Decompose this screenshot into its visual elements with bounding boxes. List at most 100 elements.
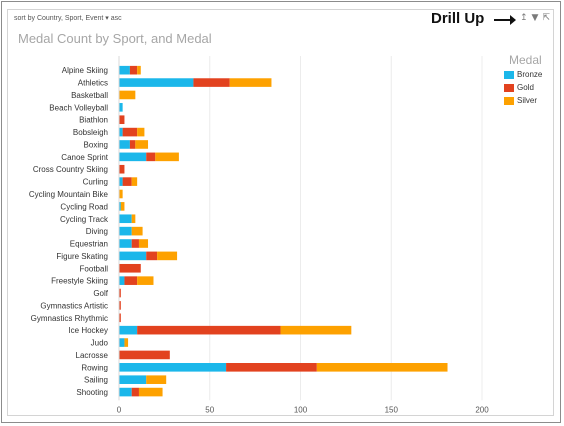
y-category-label: Boxing bbox=[84, 140, 108, 149]
x-tick-label: 0 bbox=[117, 405, 122, 414]
y-category-label: Bobsleigh bbox=[73, 128, 108, 137]
legend-swatch-gold bbox=[504, 83, 514, 92]
y-category-label: Lacrosse bbox=[76, 351, 109, 360]
bar-segment-gold[interactable] bbox=[119, 288, 121, 298]
y-category-label: Ice Hockey bbox=[68, 326, 108, 335]
y-category-label: Curling bbox=[83, 178, 108, 187]
bar-segment-bronze[interactable] bbox=[119, 239, 132, 248]
y-category-label: Diving bbox=[86, 227, 108, 236]
bar-segment-silver[interactable] bbox=[119, 90, 136, 100]
bar-segment-bronze[interactable] bbox=[119, 78, 194, 87]
bar-segment-silver[interactable] bbox=[120, 202, 125, 211]
legend-swatch-bronze bbox=[504, 70, 514, 79]
bar-segment-gold[interactable] bbox=[131, 387, 139, 397]
bar-segment-gold[interactable] bbox=[146, 251, 158, 261]
x-tick-label: 150 bbox=[385, 405, 399, 414]
bar-segment-silver[interactable] bbox=[135, 140, 149, 149]
bar-segment-bronze[interactable] bbox=[119, 375, 147, 384]
bar-segment-gold[interactable] bbox=[122, 177, 132, 186]
bar-segment-bronze[interactable] bbox=[119, 177, 123, 186]
legend-label-silver: Silver bbox=[517, 96, 538, 105]
bar-segment-bronze[interactable] bbox=[119, 226, 132, 236]
y-category-label: Gymnastics Rhythmic bbox=[31, 314, 108, 323]
y-category-label: Cycling Track bbox=[60, 215, 109, 224]
bar-segment-gold[interactable] bbox=[119, 115, 125, 125]
bar-segment-gold[interactable] bbox=[119, 301, 121, 310]
bar-segment-silver[interactable] bbox=[131, 177, 138, 186]
bar-segment-silver[interactable] bbox=[131, 226, 143, 236]
bar-segment-gold[interactable] bbox=[119, 350, 170, 360]
y-category-label: Figure Skating bbox=[56, 252, 108, 261]
bar-segment-bronze[interactable] bbox=[119, 140, 130, 149]
legend-swatch-silver bbox=[504, 96, 514, 105]
bar-segment-silver[interactable] bbox=[138, 387, 163, 397]
drill-up-icon[interactable]: ↥ bbox=[520, 13, 528, 23]
y-category-label: Gymnastics Artistic bbox=[40, 301, 108, 310]
y-category-label: Football bbox=[80, 264, 109, 273]
bar-segment-silver[interactable] bbox=[119, 189, 123, 199]
y-category-label: Sailing bbox=[84, 376, 108, 385]
bar-segment-bronze[interactable] bbox=[119, 202, 121, 211]
bar-segment-bronze[interactable] bbox=[119, 127, 123, 137]
y-category-label: Athletics bbox=[78, 79, 108, 88]
chart-panel bbox=[7, 9, 554, 416]
bar-segment-silver[interactable] bbox=[124, 338, 129, 347]
y-category-label: Cross Country Skiing bbox=[33, 165, 108, 174]
y-category-label: Canoe Sprint bbox=[61, 153, 108, 162]
bar-segment-bronze[interactable] bbox=[119, 65, 130, 75]
bar-segment-silver[interactable] bbox=[131, 214, 136, 224]
legend-title: Medal bbox=[509, 53, 542, 67]
filter-icon[interactable]: ▼ bbox=[531, 13, 539, 23]
bar-segment-silver[interactable] bbox=[138, 239, 149, 248]
bar-segment-silver[interactable] bbox=[316, 363, 448, 372]
bar-segment-gold[interactable] bbox=[122, 127, 138, 137]
bar-segment-gold[interactable] bbox=[124, 276, 138, 285]
legend-item-gold[interactable]: Gold bbox=[504, 83, 534, 92]
x-tick-label: 100 bbox=[294, 405, 308, 414]
bar-segment-gold[interactable] bbox=[226, 363, 317, 372]
bar-segment-silver[interactable] bbox=[137, 276, 154, 285]
chart-title: Medal Count by Sport, and Medal bbox=[18, 31, 212, 46]
bar-segment-bronze[interactable] bbox=[119, 363, 227, 372]
bar-segment-gold[interactable] bbox=[119, 263, 141, 273]
bar-segment-bronze[interactable] bbox=[119, 338, 125, 347]
y-category-label: Alpine Skiing bbox=[62, 66, 108, 75]
legend-label-bronze: Bronze bbox=[517, 70, 543, 79]
bar-segment-gold[interactable] bbox=[146, 152, 156, 162]
y-category-label: Cycling Mountain Bike bbox=[29, 190, 109, 199]
x-tick-label: 200 bbox=[475, 405, 489, 414]
y-category-label: Judo bbox=[91, 339, 109, 348]
bar-segment-gold[interactable] bbox=[119, 313, 121, 323]
bar-segment-silver[interactable] bbox=[137, 127, 145, 137]
bar-segment-silver[interactable] bbox=[229, 78, 272, 87]
legend-item-silver[interactable]: Silver bbox=[504, 96, 537, 105]
legend-label-gold: Gold bbox=[517, 83, 534, 92]
sort-by-control[interactable]: sort by Country, Sport, Event ▾ asc bbox=[14, 15, 122, 22]
bar-segment-gold[interactable] bbox=[129, 65, 138, 75]
bar-segment-bronze[interactable] bbox=[119, 251, 147, 261]
bar-segment-gold[interactable] bbox=[193, 78, 230, 87]
bar-segment-bronze[interactable] bbox=[119, 152, 147, 162]
bar-segment-silver[interactable] bbox=[280, 325, 352, 335]
y-category-label: Equestrian bbox=[70, 240, 108, 249]
bar-segment-bronze[interactable] bbox=[119, 276, 125, 285]
bar-segment-silver[interactable] bbox=[146, 375, 167, 384]
bar-segment-bronze[interactable] bbox=[119, 214, 132, 224]
bar-segment-gold[interactable] bbox=[137, 325, 281, 335]
x-tick-label: 50 bbox=[205, 405, 214, 414]
y-category-label: Cycling Road bbox=[60, 202, 108, 211]
y-category-label: Basketball bbox=[71, 91, 108, 100]
bar-segment-silver[interactable] bbox=[157, 251, 178, 261]
expand-icon[interactable]: ⇱ bbox=[542, 13, 551, 23]
bar-segment-gold[interactable] bbox=[131, 239, 139, 248]
bar-segment-silver[interactable] bbox=[155, 152, 179, 162]
bar-segment-bronze[interactable] bbox=[119, 103, 123, 112]
y-category-label: Biathlon bbox=[79, 116, 108, 125]
bar-segment-silver[interactable] bbox=[137, 65, 141, 75]
bar-segment-gold[interactable] bbox=[119, 164, 125, 174]
bar-segment-gold[interactable] bbox=[129, 140, 136, 149]
visual-toolbar: ↥ ▼ ⇱ bbox=[520, 13, 550, 23]
bar-segment-bronze[interactable] bbox=[119, 325, 138, 335]
bar-segment-bronze[interactable] bbox=[119, 387, 132, 397]
legend-item-bronze[interactable]: Bronze bbox=[504, 70, 542, 79]
